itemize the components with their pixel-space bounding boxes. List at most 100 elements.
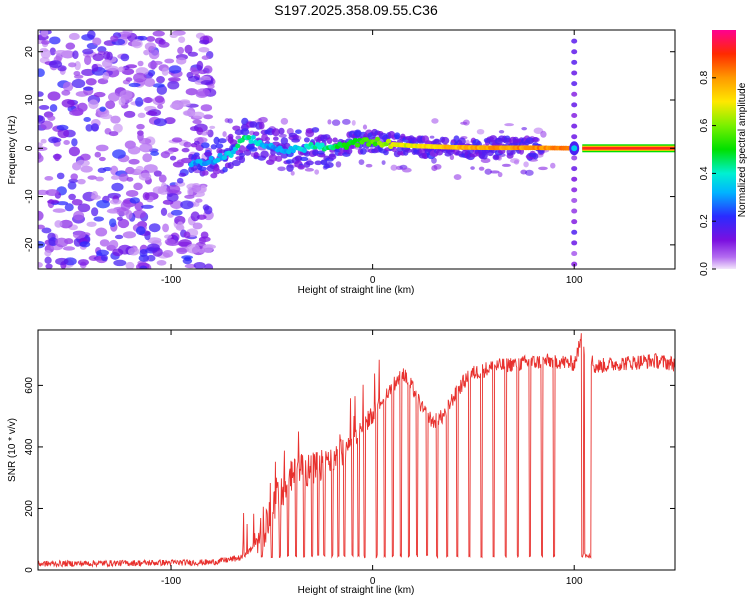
striation-blob — [571, 155, 578, 161]
spectrogram-ridge-layer — [188, 117, 675, 179]
ridge-halo — [299, 156, 309, 162]
ridge-halo — [198, 166, 207, 171]
noise-blob — [460, 121, 468, 125]
noise-blob — [56, 172, 65, 180]
noise-blob — [142, 97, 154, 103]
ridge-halo — [305, 160, 314, 166]
noise-blob — [97, 167, 107, 174]
noise-blob — [185, 88, 198, 96]
noise-blob — [76, 159, 90, 167]
ridge-halo — [217, 138, 227, 144]
noise-blob — [94, 151, 102, 158]
noise-blob — [304, 167, 315, 172]
ridge-halo — [303, 137, 310, 143]
ridge-core — [215, 157, 221, 163]
noise-blob — [110, 115, 121, 124]
noise-blob — [177, 46, 185, 55]
snr-panel: -100 0 100 0 200 400 600 Height of straight l… — [7, 329, 676, 596]
noise-blob — [51, 137, 62, 143]
striation-blob — [571, 251, 578, 257]
noise-blob — [44, 176, 54, 181]
ridge-core — [246, 135, 252, 140]
noise-blob — [156, 260, 167, 266]
noise-blob — [41, 40, 50, 45]
noise-blob — [148, 49, 160, 60]
noise-blob — [68, 193, 76, 201]
noise-blob — [40, 138, 47, 144]
ridge-halo — [271, 128, 280, 137]
noise-blob — [137, 60, 144, 67]
ridge-halo — [252, 131, 260, 137]
noise-blob — [95, 227, 108, 237]
noise-blob — [92, 37, 102, 46]
noise-blob — [137, 112, 146, 118]
striation-blob — [571, 229, 578, 235]
noise-blob — [196, 60, 204, 71]
noise-blob — [358, 159, 365, 165]
noise-blob — [41, 227, 52, 234]
noise-blob — [38, 115, 46, 124]
noise-blob — [140, 204, 154, 209]
noise-blob — [40, 120, 53, 130]
colorbar-gradient — [712, 30, 736, 269]
noise-blob — [478, 166, 485, 171]
snr-y-tick-label: 200 — [24, 500, 35, 517]
spectrogram-y-tick-label: 20 — [24, 46, 35, 58]
ridge-halo — [325, 162, 334, 169]
noise-blob — [71, 138, 78, 147]
noise-blob — [381, 160, 386, 165]
noise-blob — [65, 42, 76, 50]
noise-blob — [199, 185, 207, 193]
noise-blob — [123, 110, 136, 118]
noise-blob — [64, 203, 74, 212]
noise-blob — [82, 86, 94, 91]
noise-blob — [126, 176, 134, 182]
ridge-halo — [383, 149, 389, 156]
spectrogram-x-tick-label: -100 — [161, 275, 181, 286]
noise-blob — [86, 221, 97, 227]
noise-blob — [509, 158, 520, 164]
noise-blob — [56, 124, 69, 131]
noise-blob — [74, 60, 81, 71]
noise-blob — [166, 192, 179, 202]
noise-blob — [96, 249, 109, 257]
spectrogram-y-tick-label: -20 — [24, 237, 35, 252]
ridge-halo — [458, 137, 466, 146]
ridge-halo — [280, 137, 289, 145]
noise-blob — [92, 53, 104, 62]
noise-blob — [61, 89, 71, 96]
colorbar-tick-label: 0.4 — [699, 166, 710, 180]
noise-blob — [135, 97, 144, 107]
noise-blob — [183, 141, 192, 148]
noise-blob — [158, 41, 170, 48]
ridge-core — [372, 141, 378, 147]
ridge-halo — [275, 155, 283, 162]
striation-blob — [571, 49, 578, 55]
noise-blob — [342, 118, 351, 125]
noise-blob — [73, 210, 85, 221]
noise-blob — [68, 32, 80, 41]
ridge-halo — [314, 160, 322, 166]
noise-blob — [133, 182, 143, 191]
spectrogram-frame — [37, 29, 676, 270]
noise-blob — [87, 175, 97, 180]
ridge-halo — [273, 136, 279, 141]
noise-blob — [184, 194, 195, 199]
ridge-halo — [243, 149, 252, 156]
noise-blob — [192, 119, 202, 125]
noise-blob — [125, 77, 133, 82]
noise-blob — [132, 209, 147, 219]
ridge-halo — [532, 136, 539, 142]
noise-blob — [85, 78, 97, 86]
noise-blob — [122, 231, 137, 239]
noise-blob — [152, 83, 165, 88]
spectrogram-y-label: Frequency (Hz) — [7, 116, 18, 185]
striation-blob — [571, 176, 578, 182]
noise-blob — [351, 120, 356, 126]
noise-blob — [98, 156, 106, 162]
noise-blob — [178, 172, 187, 177]
noise-blob — [61, 98, 75, 108]
noise-blob — [190, 211, 200, 222]
noise-blob — [44, 256, 52, 264]
noise-blob — [40, 30, 49, 38]
